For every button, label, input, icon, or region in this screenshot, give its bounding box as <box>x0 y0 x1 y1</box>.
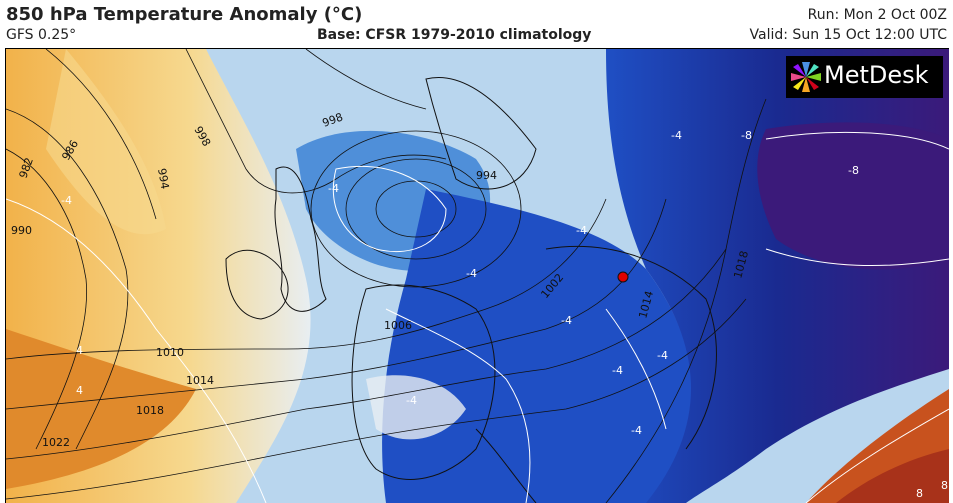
climatology-base: Base: CFSR 1979-2010 climatology <box>317 27 592 43</box>
isobar-label: 1022 <box>42 436 70 449</box>
italy-outline <box>475 428 537 503</box>
location-marker[interactable] <box>617 271 629 283</box>
warm-core-southwest <box>6 329 196 489</box>
great-britain-outline <box>274 166 327 312</box>
anomaly-label: 4 <box>76 344 83 357</box>
isobars <box>6 49 767 503</box>
isobar-label: 1010 <box>156 346 184 359</box>
anomaly-label: -4 <box>328 182 339 195</box>
anomaly-label: -4 <box>671 129 682 142</box>
anomaly-label: -4 <box>576 224 587 237</box>
anomaly-label: 4 <box>76 384 83 397</box>
sunburst-logo-icon <box>791 62 821 92</box>
anomaly-label: -4 <box>657 349 668 362</box>
coastlines <box>225 77 717 503</box>
neutral-alps <box>366 375 466 440</box>
valid-time: Valid: Sun 15 Oct 12:00 UTC <box>749 27 947 43</box>
map-panel: 998 994 986 982 990 998 994 1002 1006 10… <box>5 48 949 503</box>
anomaly-label: 8 <box>941 479 948 492</box>
header: 850 hPa Temperature Anomaly (°C) GFS 0.2… <box>0 0 953 48</box>
logo-text: MetDesk <box>824 61 929 89</box>
metdesk-logo: MetDesk <box>786 56 943 98</box>
eastern-europe-border <box>545 246 717 450</box>
anomaly-label: -4 <box>61 194 72 207</box>
map-title: 850 hPa Temperature Anomaly (°C) <box>6 4 363 25</box>
isobar-label: 1006 <box>384 319 412 332</box>
anomaly-label: -4 <box>466 267 477 280</box>
anomaly-label: -8 <box>741 129 752 142</box>
anomaly-label: -4 <box>631 424 642 437</box>
anomaly-label: -4 <box>561 314 572 327</box>
warm-band-north <box>46 49 166 235</box>
isobar-label: 1018 <box>136 404 164 417</box>
anomaly-label: 8 <box>916 487 923 500</box>
isobar-label: 990 <box>11 224 32 237</box>
anomaly-map: 998 994 986 982 990 998 994 1002 1006 10… <box>6 49 949 503</box>
run-time: Run: Mon 2 Oct 00Z <box>807 7 947 23</box>
scandinavia-outline <box>425 77 537 190</box>
isobar-label: 994 <box>155 167 171 190</box>
extreme-cold-russia <box>757 122 949 270</box>
anomaly-label: -8 <box>848 164 859 177</box>
cold-central-europe <box>382 189 694 503</box>
western-europe-outline <box>351 284 496 480</box>
warm-core-southeast <box>836 449 949 503</box>
isobar-label: 994 <box>476 169 497 182</box>
anomaly-contours <box>6 131 949 503</box>
isobar-label: 1014 <box>186 374 214 387</box>
model-label: GFS 0.25° <box>6 27 77 43</box>
anomaly-label: -4 <box>612 364 623 377</box>
ireland-outline <box>225 249 289 320</box>
anomaly-label: -4 <box>406 394 417 407</box>
